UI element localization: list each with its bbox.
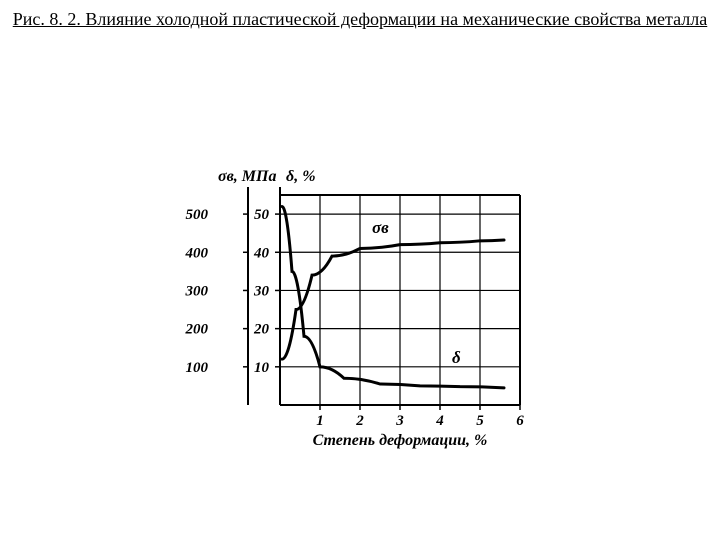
xtick-label: 2 — [355, 413, 364, 429]
series-delta — [282, 206, 504, 387]
xtick-label: 3 — [395, 413, 404, 429]
xtick-label: 5 — [476, 413, 484, 429]
xtick-label: 1 — [316, 413, 324, 429]
series-label-delta: δ — [452, 348, 461, 367]
ytick-label-delta: 20 — [253, 322, 270, 338]
figure-caption: Рис. 8. 2. Влияние холодной пластической… — [0, 8, 720, 31]
xtick-label: 6 — [516, 413, 524, 429]
chart-container: 100 200 300 400 500 10 20 30 40 50 1 2 3 4 5 6 σв, МПа δ,… — [160, 170, 560, 500]
ytick-label-sigma: 500 — [186, 207, 209, 223]
y-axis-title-sigma: σв, МПа — [218, 170, 276, 185]
chart-svg: 100 200 300 400 500 10 20 30 40 50 1 2 3 4 5 6 σв, МПа δ,… — [160, 170, 560, 470]
ytick-label-sigma: 300 — [185, 283, 209, 299]
ytick-label-delta: 40 — [253, 245, 270, 261]
ytick-label-sigma: 200 — [185, 322, 209, 338]
x-axis-title: Степень деформации, % — [313, 432, 488, 449]
ytick-label-sigma: 100 — [186, 360, 209, 376]
ytick-label-sigma: 400 — [185, 245, 209, 261]
series-sigma_v — [282, 240, 504, 359]
ytick-label-delta: 10 — [254, 360, 270, 376]
ytick-label-delta: 30 — [253, 283, 270, 299]
series-label-sigma_v: σв — [372, 218, 389, 237]
ytick-label-delta: 50 — [254, 207, 270, 223]
y-axis-title-delta: δ, % — [286, 170, 316, 185]
xtick-label: 4 — [435, 413, 444, 429]
